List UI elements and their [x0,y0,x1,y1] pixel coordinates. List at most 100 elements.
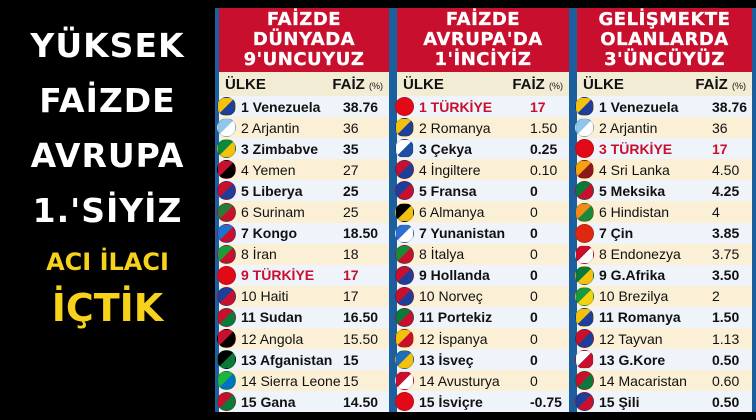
flag-icon [575,139,594,159]
flag-icon [217,350,236,370]
table-row: 11 Romanya 1.50 [575,307,752,328]
flag-icon [395,329,414,349]
country-name: 1 TÜRKİYE [419,98,493,115]
subheadline: ACI İLACI [46,248,169,276]
flag-icon [395,139,414,159]
flag-icon [217,202,236,222]
country-name: 6 Almanya [419,204,485,221]
country-name: 2 Arjantin [241,119,300,136]
country-name: 5 Liberya [241,182,303,199]
table-row: 10 Brezilya 2 [575,285,752,307]
flag-icon [395,181,414,201]
table-row: 1 Venezuela 38.76 [217,96,389,117]
table-row: 9 TÜRKİYE 17 [217,265,389,286]
panel-title-line: DÜNYADA [252,29,356,50]
country-name: 4 İngiltere [419,161,481,178]
rate-value: 0 [530,267,538,284]
country-name: 6 Hindistan [599,204,670,221]
rate-value: 0 [530,204,538,221]
rate-value: 0 [530,309,538,326]
rate-value: 14.50 [343,393,379,410]
column-header: ÜLKE FAİZ (%) [397,72,569,96]
rate-value: 35 [343,140,359,157]
flag-icon [395,202,414,222]
table-row: 11 Portekiz 0 [395,307,569,328]
country-name: 3 TÜRKİYE [599,140,673,157]
country-name: 11 Sudan [241,309,303,326]
headline-line: FAİZDE [39,81,176,120]
table-row: 14 Sierra Leone 15 [217,370,389,392]
table-row: 6 Hindistan 4 [575,201,752,223]
table-row: 15 Şili 0.50 [575,391,752,412]
table-row: 4 İngiltere 0.10 [395,159,569,181]
table-row: 5 Fransa 0 [395,180,569,201]
country-name: 11 Romanya [599,309,681,326]
rate-value: 27 [343,161,359,178]
flag-icon [575,329,594,349]
flag-icon [395,223,414,243]
country-name: 2 Arjantin [599,119,658,136]
country-name: 1 Venezuela [599,98,679,115]
table-row: 13 Afganistan 15 [217,349,389,370]
flag-icon [395,392,414,412]
country-name: 14 Macaristan [599,372,687,389]
rate-value: 0.60 [712,372,740,389]
flag-icon [217,286,236,306]
panel-title: FAİZDE DÜNYADA 9'UNCUYUZ [219,8,389,72]
table-body: 1 TÜRKİYE 17 2 Romanya 1.50 3 Çekya 0.25… [395,96,569,413]
country-name: 15 İsviçre [419,393,483,410]
rate-table-panel: FAİZDE AVRUPA'DA 1'İNCİYİZ ÜLKE FAİZ (%) 1… [393,8,573,413]
country-name: 5 Meksika [599,182,666,199]
table-row: 1 TÜRKİYE 17 [395,96,569,117]
rate-value: 0 [530,288,538,305]
table-row: 12 Angola 15.50 [217,328,389,350]
flag-icon [395,286,414,306]
flag-icon [575,392,594,412]
unit-label: (%) [732,80,746,91]
flag-icon [575,160,594,180]
rate-value: 25 [343,204,359,221]
rate-value: 0 [530,225,538,242]
country-name: 10 Haiti [241,288,289,305]
rate-value: 25 [343,182,359,199]
flag-icon [575,244,594,264]
flag-icon [575,118,594,138]
flag-icon [395,160,414,180]
rate-value: 0.10 [530,161,558,178]
flag-icon [575,307,594,327]
rate-value: 17 [343,288,359,305]
flag-icon [575,223,594,243]
flag-icon [217,392,236,412]
rate-value: 1.50 [712,309,740,326]
column-header: ÜLKE FAİZ (%) [577,72,752,96]
table-row: 9 G.Afrika 3.50 [575,265,752,286]
panel-title-line: FAİZDE [445,9,521,30]
rate-value: 0 [530,246,538,263]
country-name: 10 Norveç [419,288,483,305]
flag-icon [395,97,414,117]
table-row: 14 Avusturya 0 [395,370,569,392]
rate-value: 16.50 [343,309,379,326]
country-name: 7 Çin [599,225,634,242]
country-name: 7 Kongo [241,225,297,242]
flag-icon [217,160,236,180]
table-row: 15 İsviçre -0.75 [395,391,569,412]
rate-table-panel: FAİZDE DÜNYADA 9'UNCUYUZ ÜLKE FAİZ (%) 1 V… [215,8,393,413]
flag-icon [217,139,236,159]
table-row: 13 İsveç 0 [395,349,569,370]
headline: YÜKSEK FAİZDE AVRUPA 1.'SİYİZ ACI İLACI … [0,0,215,420]
country-name: 10 Brezilya [599,288,669,305]
country-name: 6 Surinam [241,204,305,221]
country-name: 5 Fransa [419,182,477,199]
rate-value: 0 [530,372,538,389]
table-row: 3 TÜRKİYE 17 [575,138,752,159]
table-row: 7 Kongo 18.50 [217,223,389,244]
country-name: 14 Avusturya [419,372,500,389]
headline-line: YÜKSEK [30,26,185,65]
rate-value: 4.25 [712,182,740,199]
table-row: 5 Liberya 25 [217,180,389,201]
flag-icon [217,223,236,243]
country-name: 15 Gana [241,393,296,410]
country-column-header: ÜLKE [225,75,266,93]
country-name: 3 Zimbabve [241,140,319,157]
